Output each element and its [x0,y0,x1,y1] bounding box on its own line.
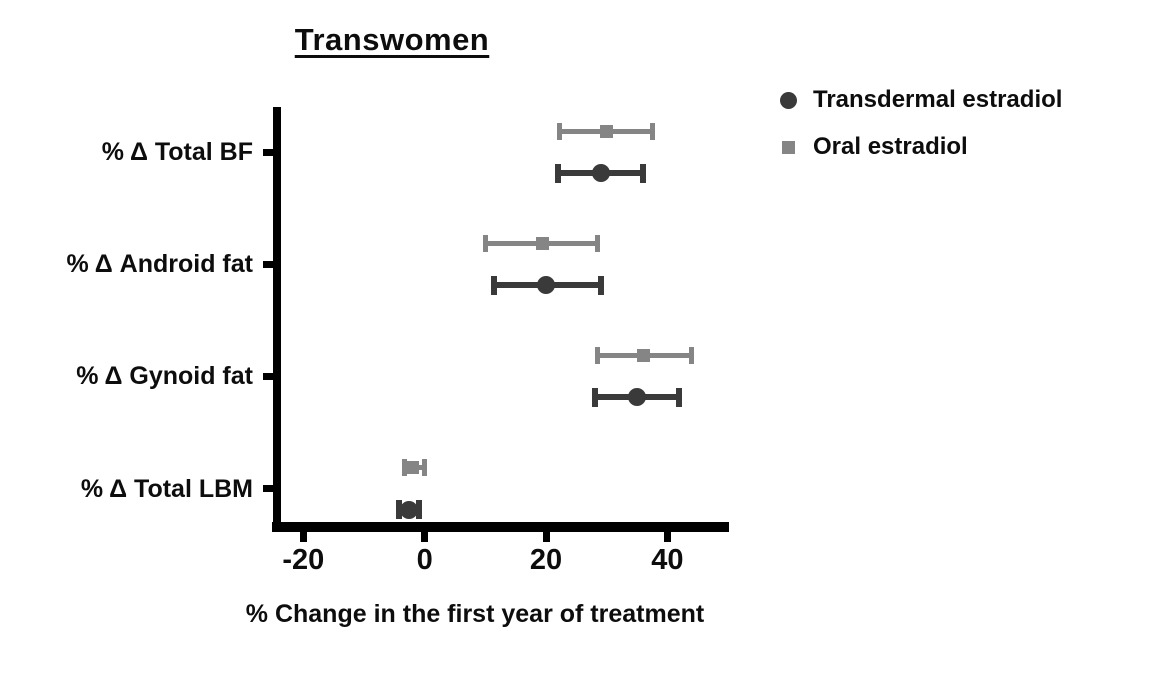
y-axis-line [273,107,281,532]
transdermal-data-marker [399,500,418,519]
error-bar-cap-right-transdermal [640,163,647,183]
error-bar-cap-left-oral [402,459,408,476]
legend-item-transdermal-estradiol: Transdermal estradiol [776,84,1062,116]
x-axis-line [272,522,729,532]
category-label-android-fat: % Δ Android fat [66,250,253,278]
error-bar-cap-right-transdermal [676,387,683,407]
category-label-total-bf: % Δ Total BF [101,138,253,166]
error-bar-cap-left-transdermal [591,387,598,407]
x-axis-tick [663,532,671,542]
category-label-total-lbm: % Δ Total LBM [80,475,253,503]
error-bar-cap-right-oral [422,459,428,476]
error-bar-cap-right-oral [595,234,601,252]
x-axis-title: % Change in the first year of treatment [245,600,705,628]
category-label-gynoid-fat: % Δ Gynoid fat [76,362,253,390]
y-axis-tick [263,260,273,268]
oral-data-marker [536,236,550,250]
y-axis-tick [263,372,273,380]
x-axis-tick-label: 20 [529,544,563,576]
error-bar-cap-right-oral [649,122,655,140]
error-bar-cap-left-transdermal [491,275,498,295]
transdermal-data-marker [537,276,555,295]
transdermal-data-marker [628,388,646,407]
error-bar-cap-left-transdermal [555,163,562,183]
x-axis-tick [542,532,550,542]
oral-data-marker [636,348,650,362]
chart-title: Transwomen [294,22,490,57]
square-marker-icon [781,140,795,154]
legend-marker-box [776,91,800,109]
error-bar-cap-left-transdermal [395,500,402,519]
error-bar-cap-right-transdermal [597,275,604,295]
x-axis-tick-label: -20 [282,544,325,576]
error-bar-cap-right-transdermal [415,500,422,519]
legend-label-oral: Oral estradiol [813,133,968,160]
transdermal-data-marker [591,164,610,182]
x-axis-tick-label: 0 [416,544,433,576]
x-axis-tick [421,532,429,542]
oral-data-marker [406,461,420,474]
legend-marker-box [776,140,800,154]
error-bar-cap-right-oral [689,346,695,364]
x-axis-tick [299,532,307,542]
error-bar-cap-left-oral [595,346,601,364]
circle-marker-icon [779,91,797,109]
error-bar-cap-left-oral [557,122,563,140]
legend-item-oral-estradiol: Oral estradiol [776,131,1062,163]
y-axis-tick [263,485,273,492]
legend: Transdermal estradiol Oral estradiol [776,84,1062,178]
x-axis-tick-label: 40 [651,544,684,576]
y-axis-tick [263,148,273,156]
oral-data-marker [600,124,614,138]
error-bar-cap-left-oral [482,234,488,252]
legend-label-transdermal: Transdermal estradiol [813,86,1063,113]
